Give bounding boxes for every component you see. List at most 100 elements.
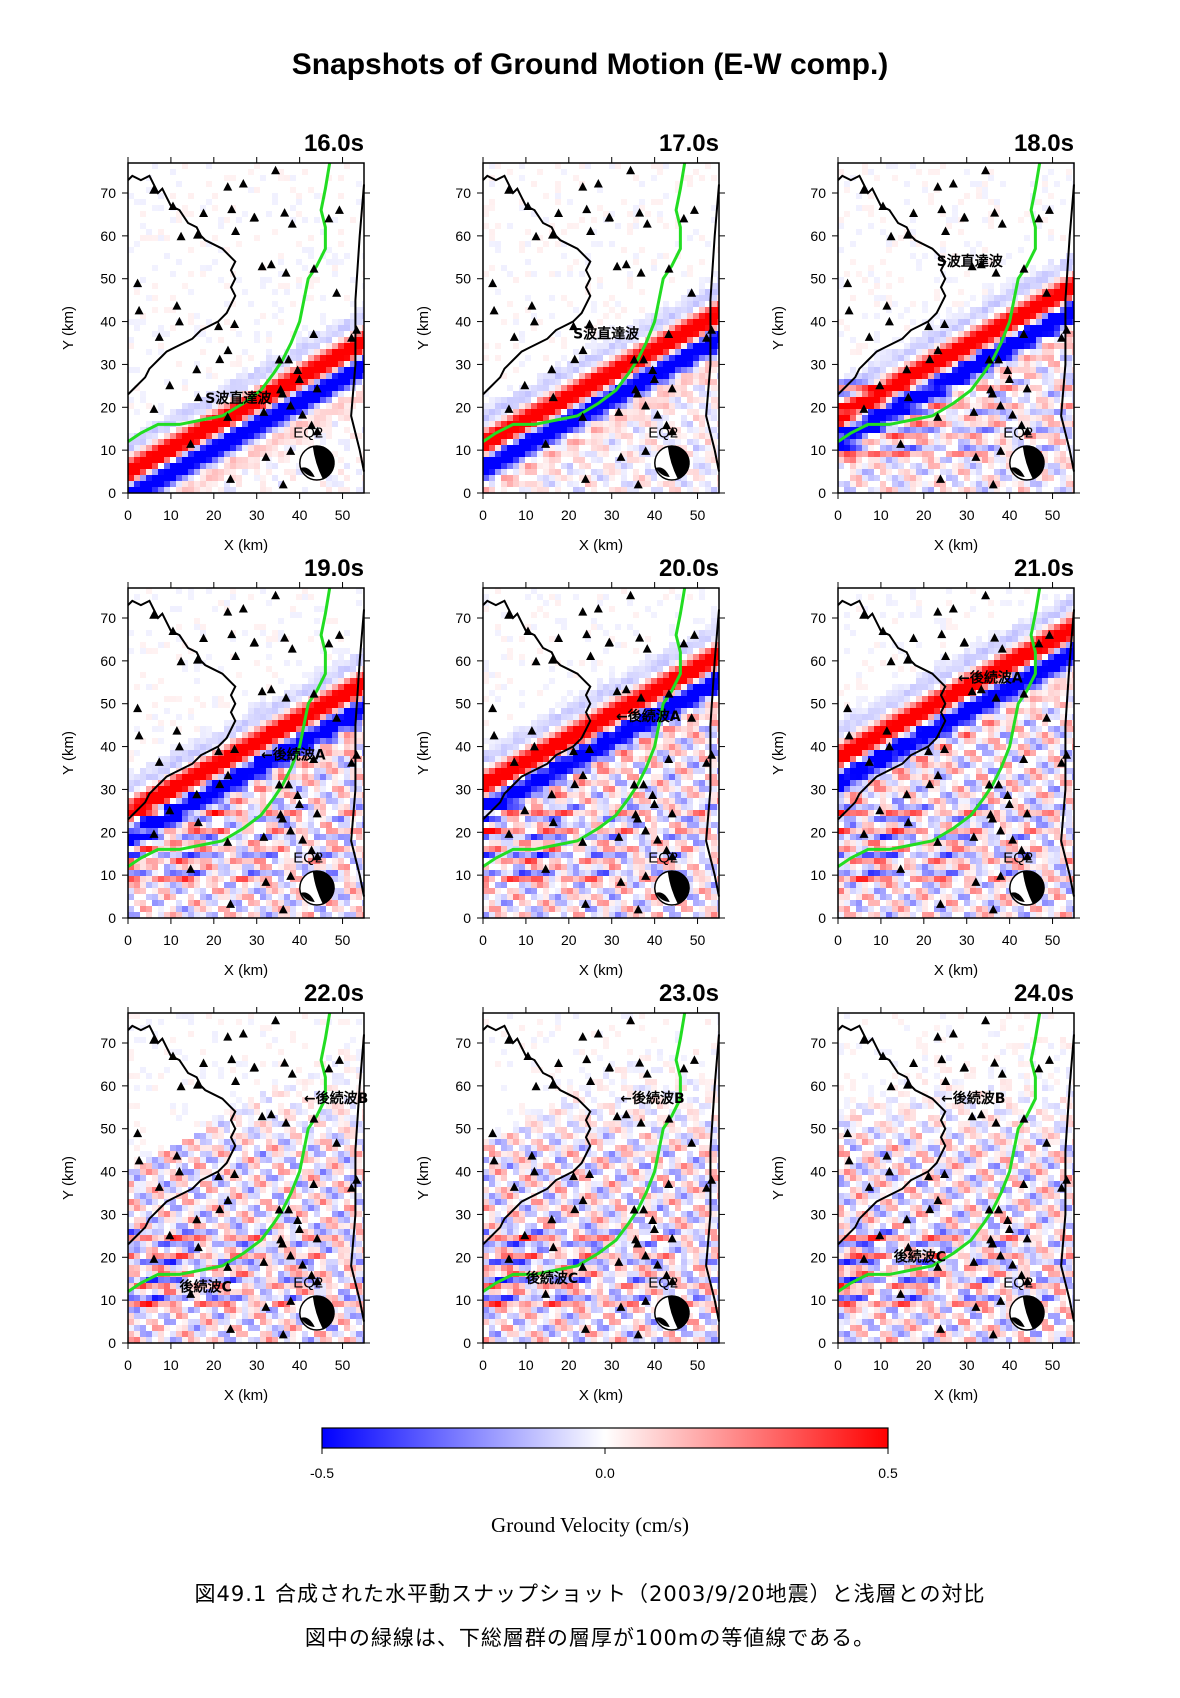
wave-annotation: 後続波C xyxy=(526,1270,578,1287)
station-triangle-icon xyxy=(1019,1114,1029,1123)
station-triangle-icon xyxy=(578,345,588,355)
figure-caption-line-1: 図49.1 合成された水平動スナップショット（2003/9/20地震）と浅層との… xyxy=(194,1582,986,1606)
x-tick-label: 50 xyxy=(335,932,351,948)
x-tick-label: 10 xyxy=(163,1357,179,1373)
y-tick-label: 50 xyxy=(810,696,826,712)
wavefield xyxy=(128,1013,364,1343)
station-triangle-icon xyxy=(298,1260,308,1269)
station-triangle-icon xyxy=(641,871,651,880)
station-triangle-icon xyxy=(996,871,1006,880)
station-triangle-icon xyxy=(941,651,951,660)
x-axis-label: X (km) xyxy=(934,537,978,554)
station-triangle-icon xyxy=(994,1204,1004,1214)
station-triangle-icon xyxy=(629,355,639,364)
colorbar-tick-label: 0.5 xyxy=(878,1465,898,1481)
station-triangle-icon xyxy=(1022,383,1032,393)
station-triangle-icon xyxy=(309,754,319,764)
station-triangle-icon xyxy=(940,1169,950,1179)
x-tick-label: 30 xyxy=(959,932,975,948)
station-triangle-icon xyxy=(307,845,317,855)
x-tick-label: 10 xyxy=(518,1357,534,1373)
station-triangle-icon xyxy=(193,655,203,664)
station-triangle-icon xyxy=(215,354,225,364)
coastline xyxy=(837,174,947,396)
station-triangle-icon xyxy=(259,1257,269,1266)
x-tick-label: 30 xyxy=(959,507,975,523)
x-tick-label: 20 xyxy=(561,1357,577,1373)
station-triangle-icon xyxy=(981,165,991,175)
y-tick-label: 0 xyxy=(818,910,826,926)
y-tick-label: 70 xyxy=(455,1035,471,1051)
station-triangle-icon xyxy=(309,329,319,339)
wave-annotation: ←後続波A xyxy=(261,746,326,763)
station-triangle-icon xyxy=(984,355,994,364)
contour-100m xyxy=(837,587,1042,868)
y-tick-label: 0 xyxy=(818,1335,826,1351)
y-axis-label: Y (km) xyxy=(415,1156,432,1200)
station-triangle-icon xyxy=(309,1179,319,1189)
station-triangle-icon xyxy=(548,1080,558,1089)
station-triangle-icon xyxy=(662,845,672,855)
station-triangle-icon xyxy=(902,789,912,799)
station-triangle-icon xyxy=(924,1171,934,1181)
station-triangle-icon xyxy=(154,1182,164,1191)
y-tick-label: 30 xyxy=(100,781,116,797)
coastline xyxy=(350,609,365,897)
station-triangle-icon xyxy=(935,899,945,908)
station-triangle-icon xyxy=(859,1035,869,1044)
x-tick-label: 50 xyxy=(1045,932,1061,948)
event-label: EQ2 xyxy=(293,849,323,866)
station-triangle-icon xyxy=(257,261,267,271)
station-triangle-icon xyxy=(509,332,519,341)
station-triangle-icon xyxy=(281,1118,291,1127)
y-tick-label: 0 xyxy=(463,910,471,926)
station-triangle-icon xyxy=(639,354,649,364)
station-triangle-icon xyxy=(227,1054,237,1064)
focal-mechanism-icon xyxy=(1009,870,1045,906)
station-triangle-icon xyxy=(149,829,159,838)
wave-annotation: S波直達波 xyxy=(937,253,1004,270)
station-triangle-icon xyxy=(548,655,558,664)
station-triangle-icon xyxy=(940,319,950,329)
y-tick-label: 0 xyxy=(463,485,471,501)
station-triangle-icon xyxy=(981,1015,991,1025)
y-tick-label: 20 xyxy=(100,399,116,415)
wavefield xyxy=(128,588,364,918)
station-triangle-icon xyxy=(293,790,303,799)
station-triangle-icon xyxy=(294,799,304,808)
station-triangle-icon xyxy=(937,204,947,214)
station-triangle-icon xyxy=(168,201,178,210)
y-tick-label: 0 xyxy=(108,1335,116,1351)
station-triangle-icon xyxy=(504,1035,514,1044)
station-triangle-icon xyxy=(702,758,712,767)
y-tick-label: 20 xyxy=(810,1249,826,1265)
x-tick-label: 20 xyxy=(916,932,932,948)
station-triangle-icon xyxy=(154,757,164,766)
y-tick-label: 0 xyxy=(108,910,116,926)
y-tick-label: 10 xyxy=(810,867,826,883)
event-label: EQ2 xyxy=(293,424,323,441)
snapshot-panel: 0 10 20 30 40 50 0 10 20 30 40 50 60 70 X (km) Y (km) 21… xyxy=(770,555,1080,979)
station-triangle-icon xyxy=(238,603,248,613)
x-tick-label: 0 xyxy=(479,507,487,523)
station-triangle-icon xyxy=(864,332,874,341)
station-triangle-icon xyxy=(997,219,1007,228)
station-triangle-icon xyxy=(230,1169,240,1179)
station-triangle-icon xyxy=(642,219,652,228)
station-triangle-icon xyxy=(547,364,557,374)
y-tick-label: 40 xyxy=(455,314,471,330)
station-triangle-icon xyxy=(948,1028,958,1038)
station-triangle-icon xyxy=(633,904,643,914)
station-triangle-icon xyxy=(664,264,674,273)
station-triangle-icon xyxy=(903,230,913,239)
station-triangle-icon xyxy=(971,877,981,886)
coastline xyxy=(1060,609,1075,897)
y-tick-label: 0 xyxy=(818,485,826,501)
snapshot-panel: 0 10 20 30 40 50 0 10 20 30 40 50 60 70 X (km) Y (km) 16… xyxy=(60,130,370,554)
station-triangle-icon xyxy=(1022,808,1032,818)
station-triangle-icon xyxy=(168,1051,178,1060)
station-triangle-icon xyxy=(199,208,209,218)
station-triangle-icon xyxy=(614,1257,624,1266)
station-triangle-icon xyxy=(578,607,588,616)
station-triangle-icon xyxy=(1042,288,1052,297)
